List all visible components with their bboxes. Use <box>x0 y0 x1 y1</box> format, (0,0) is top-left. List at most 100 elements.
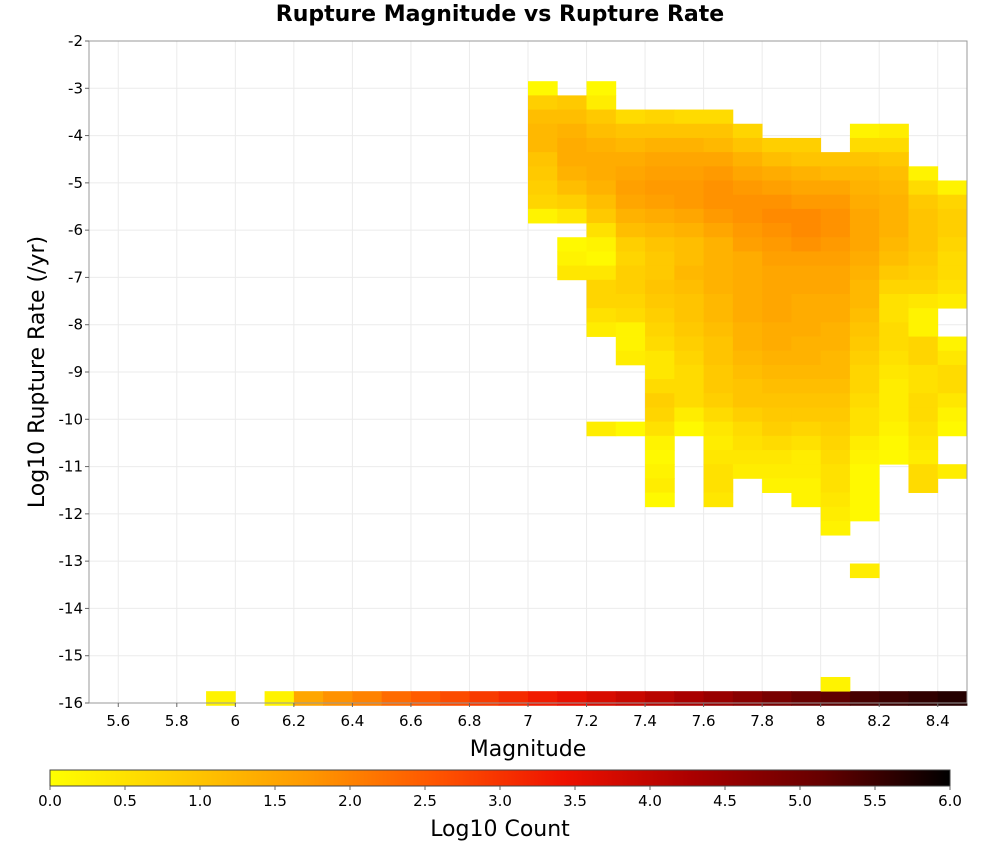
heatmap-cell <box>820 208 851 224</box>
heatmap-cell <box>557 137 587 153</box>
y-tick-label: -6 <box>68 221 83 239</box>
heatmap-cell <box>908 237 939 252</box>
heatmap-cell <box>440 691 470 706</box>
heatmap-cell <box>762 379 792 394</box>
heatmap-cell <box>849 251 880 267</box>
heatmap-cell <box>908 393 939 408</box>
heatmap-cell <box>557 194 587 210</box>
heatmap-cell <box>703 137 734 153</box>
heatmap-cell <box>762 208 792 224</box>
x-axis-label: Magnitude <box>470 737 587 762</box>
y-tick-label: -15 <box>59 647 84 665</box>
heatmap-cell <box>820 180 851 196</box>
heatmap-cell <box>820 152 851 167</box>
heatmap-cell <box>498 691 529 706</box>
heatmap-cell <box>674 237 704 252</box>
heatmap-cell <box>849 265 880 281</box>
y-tick-label: -4 <box>68 127 83 145</box>
heatmap-cell <box>645 123 675 139</box>
heatmap-cell <box>586 322 617 337</box>
heatmap-cell <box>557 180 587 196</box>
heatmap-cell <box>937 350 968 366</box>
heatmap-cell <box>615 194 646 210</box>
heatmap-cell <box>937 393 968 408</box>
heatmap-cell <box>937 421 968 437</box>
heatmap-cell <box>645 137 675 153</box>
heatmap-cell <box>674 279 704 295</box>
heatmap-cell <box>615 322 646 337</box>
heatmap-cell <box>732 407 763 423</box>
colorbar-tick-label: 5.0 <box>788 792 812 810</box>
heatmap-cell <box>791 180 822 196</box>
colorbar-label: Log10 Count <box>430 817 570 842</box>
heatmap-cells <box>206 81 968 706</box>
heatmap-cell <box>528 152 558 167</box>
heatmap-cell <box>879 336 909 352</box>
heatmap-cell <box>762 691 792 706</box>
heatmap-cell <box>879 265 909 281</box>
heatmap-cell <box>849 123 880 139</box>
heatmap-cell <box>762 237 792 252</box>
heatmap-cell <box>849 492 880 508</box>
heatmap-cell <box>586 194 617 210</box>
heatmap-cell <box>586 95 617 110</box>
heatmap-cell <box>703 123 734 139</box>
heatmap-cell <box>557 237 587 252</box>
heatmap-cell <box>762 308 792 323</box>
heatmap-cell <box>674 152 704 167</box>
heatmap-cell <box>645 152 675 167</box>
heatmap-cell <box>645 166 675 181</box>
heatmap-cell <box>908 379 939 394</box>
heatmap-cell <box>732 435 763 451</box>
heatmap-cell <box>615 336 646 352</box>
heatmap-cell <box>791 137 822 153</box>
heatmap-cell <box>879 208 909 224</box>
heatmap-cell <box>791 364 822 380</box>
heatmap-cell <box>703 308 734 323</box>
heatmap-cell <box>615 137 646 153</box>
heatmap-cell <box>703 492 734 508</box>
x-tick-label: 5.6 <box>106 712 130 730</box>
heatmap-cell <box>645 364 675 380</box>
heatmap-cell <box>645 691 675 706</box>
heatmap-cell <box>820 421 851 437</box>
heatmap-cell <box>645 450 675 465</box>
heatmap-cell <box>703 421 734 437</box>
heatmap-cell <box>937 237 968 252</box>
heatmap-cell <box>791 279 822 295</box>
heatmap-cell <box>849 464 880 479</box>
heatmap-cell <box>820 407 851 423</box>
heatmap-cell <box>937 223 968 238</box>
heatmap-cell <box>586 251 617 267</box>
heatmap-cell <box>586 81 617 96</box>
x-tick-label: 7.2 <box>575 712 599 730</box>
heatmap-cell <box>586 123 617 139</box>
heatmap-cell <box>849 237 880 252</box>
heatmap-cell <box>557 265 587 281</box>
heatmap-cell <box>908 308 939 323</box>
heatmap-cell <box>703 464 734 479</box>
heatmap-cell <box>879 137 909 153</box>
heatmap-cell <box>937 464 968 479</box>
heatmap-cell <box>586 265 617 281</box>
heatmap-cell <box>674 223 704 238</box>
colorbar-tick-label: 6.0 <box>938 792 962 810</box>
heatmap-cell <box>264 691 295 706</box>
heatmap-cell <box>791 265 822 281</box>
heatmap-cell <box>615 691 646 706</box>
heatmap-cell <box>879 421 909 437</box>
y-tick-label: -7 <box>68 268 83 286</box>
heatmap-cell <box>762 350 792 366</box>
heatmap-cell <box>703 223 734 238</box>
colorbar <box>49 769 951 787</box>
heatmap-cell <box>645 208 675 224</box>
heatmap-cell <box>703 350 734 366</box>
heatmap-cell <box>703 691 734 706</box>
x-tick-label: 7.6 <box>692 712 716 730</box>
heatmap-cell <box>615 123 646 139</box>
heatmap-cell <box>879 350 909 366</box>
heatmap-cell <box>791 379 822 394</box>
heatmap-cell <box>703 407 734 423</box>
heatmap-cell <box>674 336 704 352</box>
heatmap-cell <box>908 435 939 451</box>
